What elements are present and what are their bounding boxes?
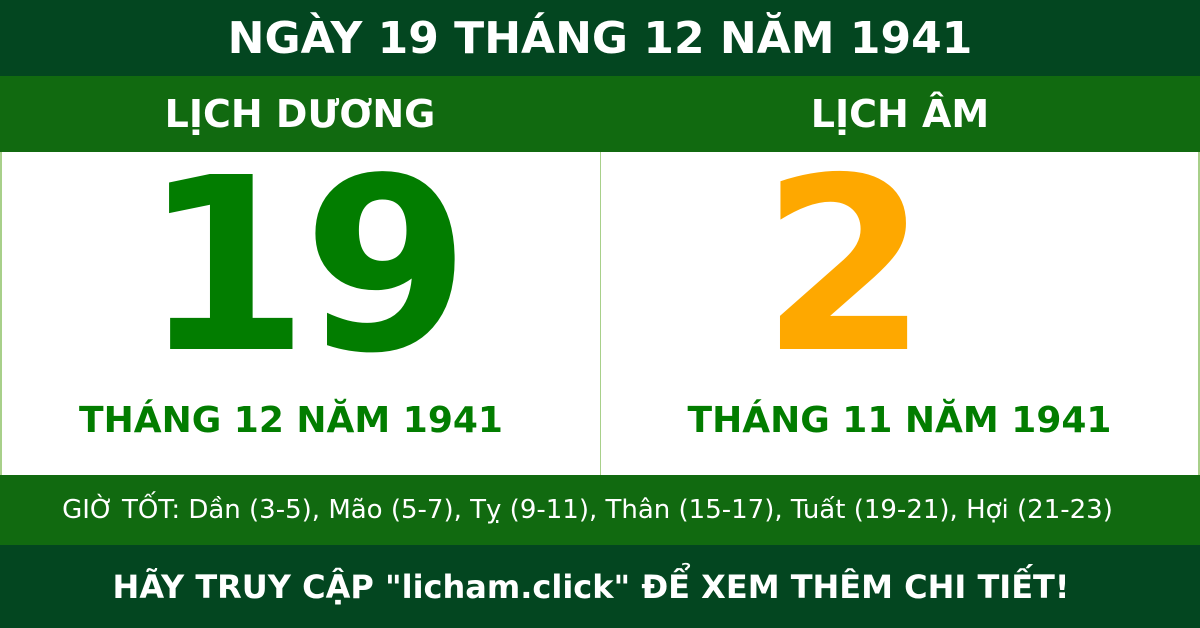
solar-month-year: THÁNG 12 NĂM 1941 — [79, 400, 503, 441]
good-hours: GIỜ TỐT: Dần (3-5), Mão (5-7), Tỵ (9-11)… — [0, 475, 1200, 545]
page-title: NGÀY 19 THÁNG 12 NĂM 1941 — [0, 0, 1200, 76]
solar-day: 19 — [142, 126, 470, 406]
lunar-month-year: THÁNG 11 NĂM 1941 — [687, 400, 1112, 441]
solar-panel: 19 THÁNG 12 NĂM 1941 — [0, 146, 600, 475]
lunar-calendar-header: LỊCH ÂM — [600, 76, 1200, 152]
footer-call-to-action: HÃY TRUY CẬP "licham.click" ĐỂ XEM THÊM … — [0, 545, 1200, 628]
lunar-panel: 2 THÁNG 11 NĂM 1941 — [600, 146, 1200, 475]
solar-calendar-header: LỊCH DƯƠNG — [0, 76, 600, 152]
lunar-day: 2 — [761, 126, 928, 406]
